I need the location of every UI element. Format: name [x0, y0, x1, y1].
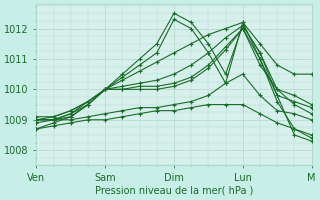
X-axis label: Pression niveau de la mer( hPa ): Pression niveau de la mer( hPa ): [95, 186, 253, 196]
